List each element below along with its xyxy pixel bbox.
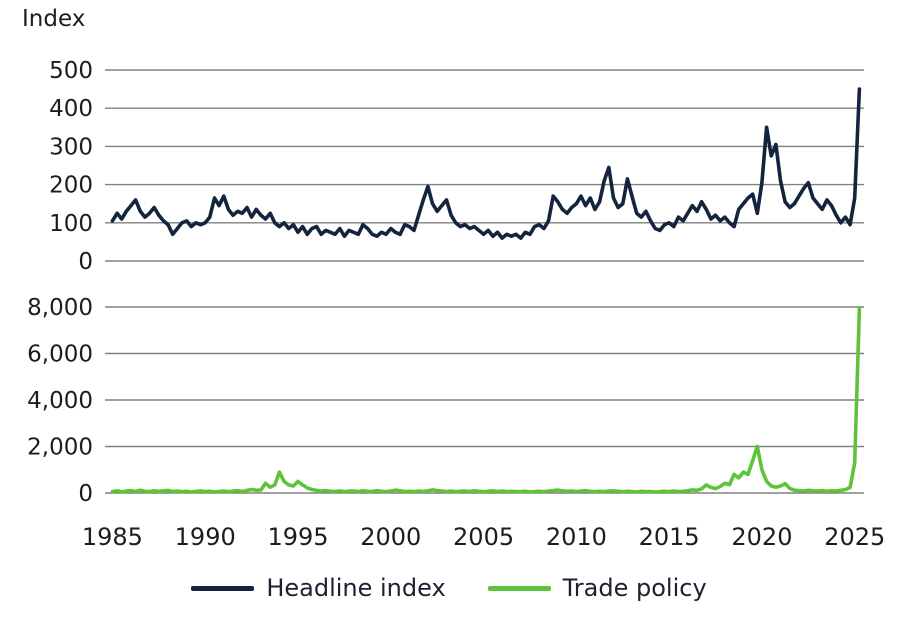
y-axis-title: Index <box>22 6 86 32</box>
x-tick-label: 1990 <box>175 523 236 551</box>
x-tick-label: 2025 <box>824 523 885 551</box>
headline-index-series-line <box>110 87 862 240</box>
y-tick-label: 200 <box>49 173 93 199</box>
x-tick-label: 2010 <box>546 523 607 551</box>
x-tick-label: 2020 <box>731 523 792 551</box>
y-tick-label: 500 <box>49 58 93 84</box>
y-tick-label: 8,000 <box>27 295 93 321</box>
trade-policy-series-line <box>110 306 862 494</box>
y-tick-label: 4,000 <box>27 388 93 414</box>
x-tick-label: 1995 <box>267 523 328 551</box>
legend-item-trade-policy: Trade policy <box>487 574 707 602</box>
y-tick-label: 100 <box>49 211 93 237</box>
headline-index-line-swatch <box>191 585 255 591</box>
legend-label-headline-index: Headline index <box>266 574 446 602</box>
y-tick-label: 0 <box>78 249 93 275</box>
charts-canvas: 0 100 200 300 400 500 0 2,000 4,000 6,000 8,000 198… <box>27 58 885 551</box>
y-tick-label: 400 <box>49 96 93 122</box>
trade-policy-line-swatch <box>487 585 551 591</box>
y-tick-label: 300 <box>49 134 93 160</box>
chart-legend: Headline index Trade policy <box>0 574 898 602</box>
x-tick-label: 2005 <box>453 523 514 551</box>
legend-item-headline-index: Headline index <box>191 574 446 602</box>
headline-index-chart: 0 100 200 300 400 500 <box>49 58 864 275</box>
legend-label-trade-policy: Trade policy <box>562 574 707 602</box>
trade-policy-chart: 0 2,000 4,000 6,000 8,000 <box>27 295 864 507</box>
x-tick-label: 1985 <box>82 523 143 551</box>
x-tick-label: 2000 <box>360 523 421 551</box>
y-tick-label: 2,000 <box>27 435 93 461</box>
x-tick-label: 2015 <box>639 523 700 551</box>
y-tick-label: 6,000 <box>27 342 93 368</box>
x-axis-labels: 1985 1990 1995 2000 2005 2010 2015 2020 2025 <box>82 523 885 551</box>
y-tick-label: 0 <box>78 481 93 507</box>
